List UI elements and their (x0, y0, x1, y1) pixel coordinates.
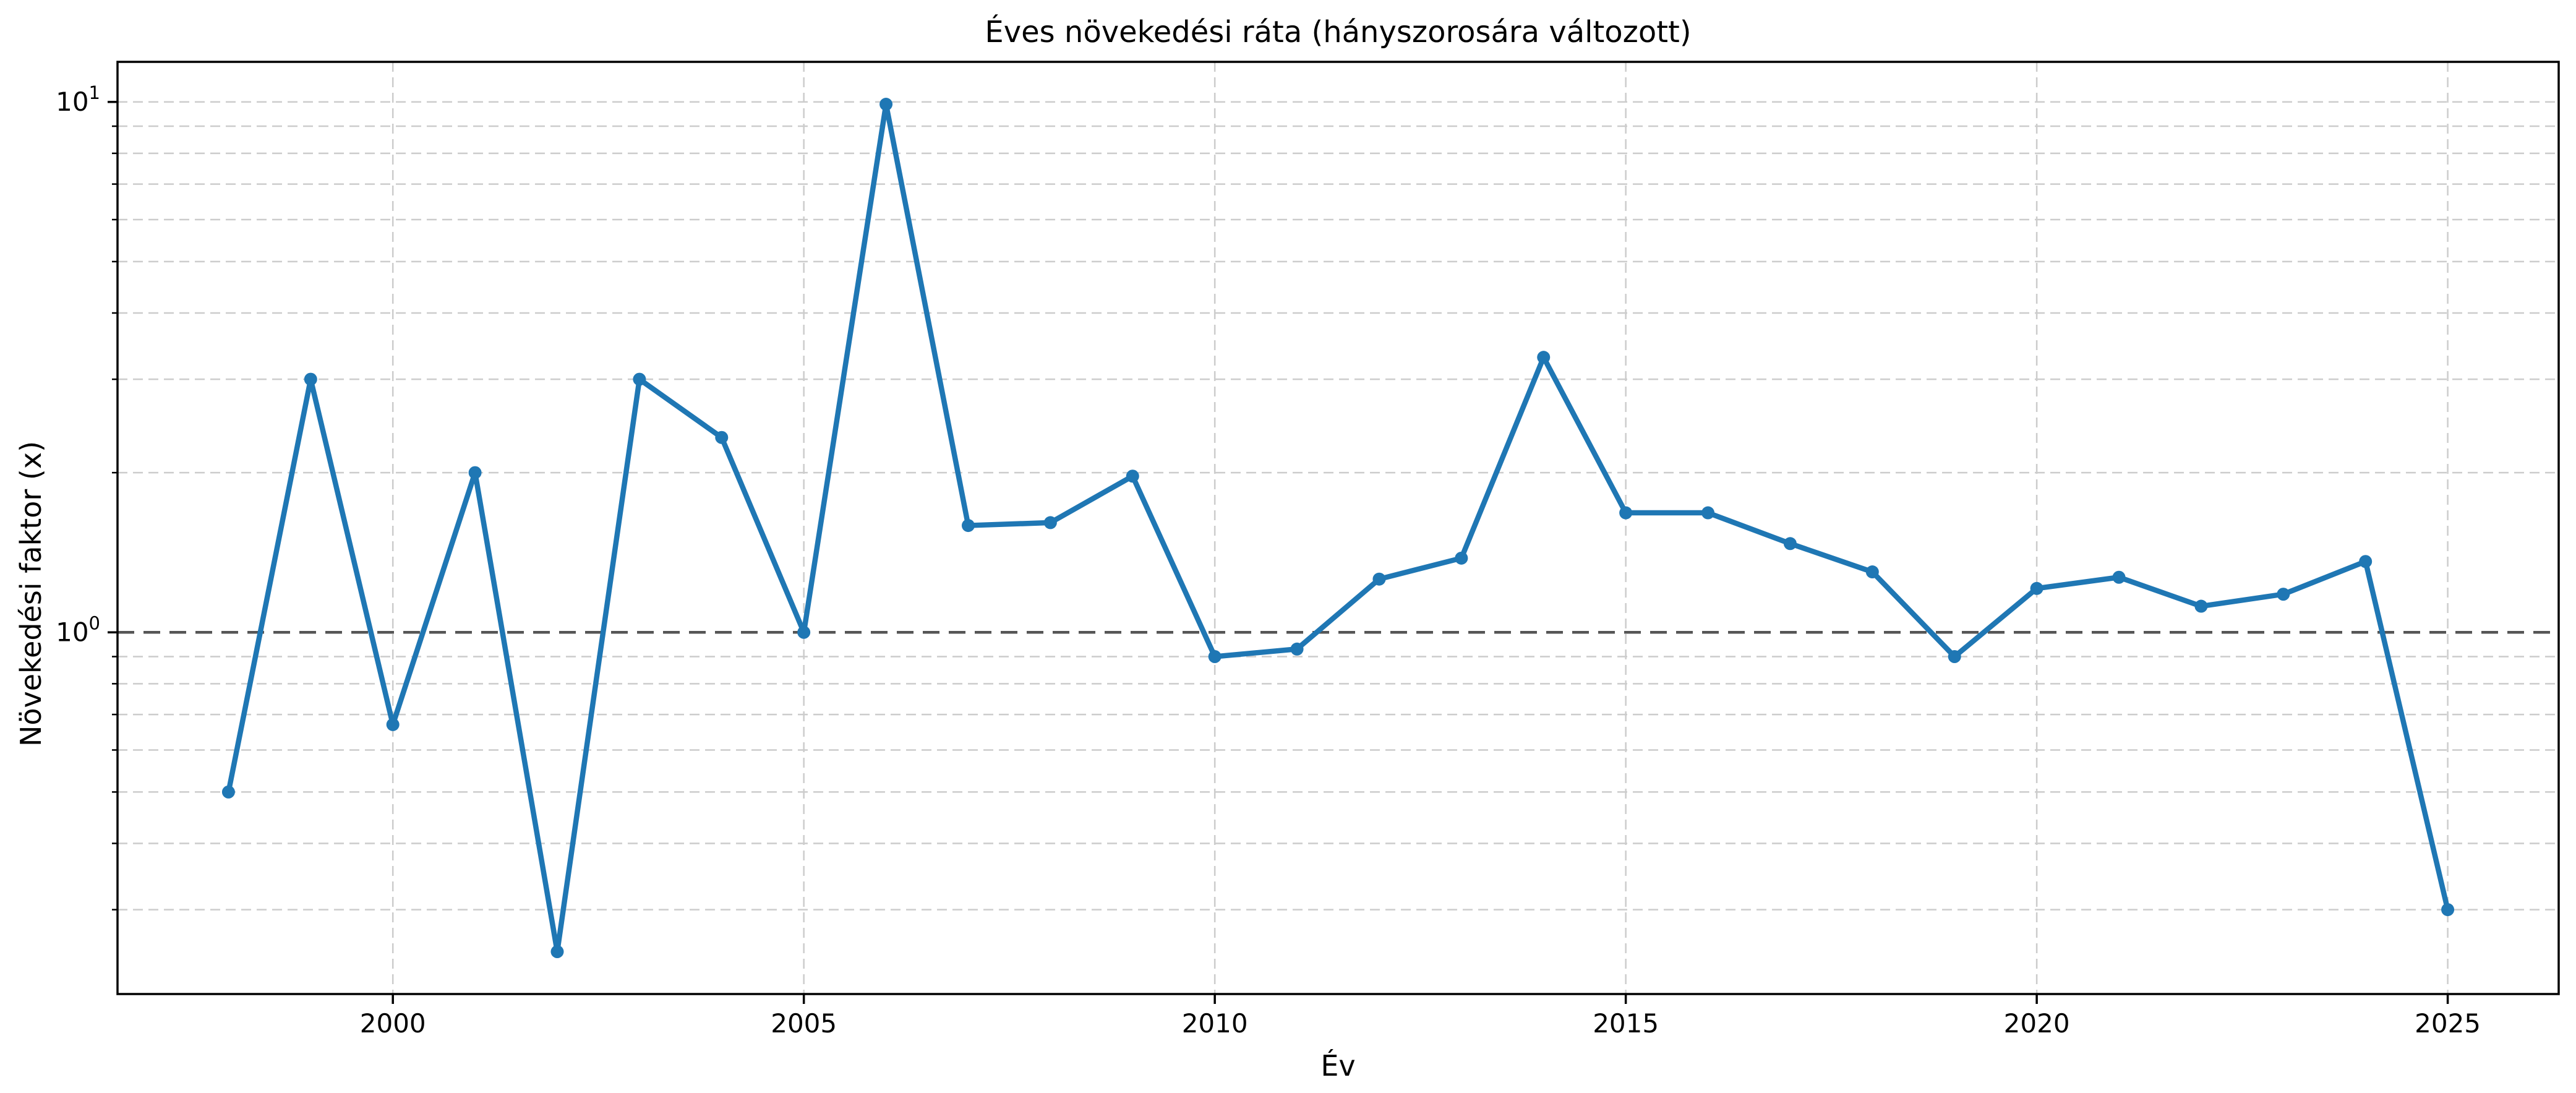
chart-title: Éves növekedési ráta (hányszorosára vált… (985, 15, 1692, 49)
data-point-2011 (1290, 642, 1304, 656)
data-point-2016 (1701, 506, 1715, 520)
data-point-2022 (2194, 599, 2208, 613)
data-point-2018 (1865, 565, 1879, 579)
data-point-1999 (304, 372, 317, 386)
x-tick-label: 2025 (2415, 1008, 2481, 1039)
data-point-2005 (797, 625, 811, 639)
data-point-2025 (2441, 903, 2455, 917)
x-tick-label: 2005 (771, 1008, 837, 1039)
data-point-2001 (468, 466, 482, 479)
data-point-2013 (1455, 551, 1468, 565)
data-point-2004 (715, 431, 729, 444)
data-point-2002 (550, 945, 564, 959)
data-point-2000 (386, 718, 400, 731)
data-point-2024 (2359, 555, 2373, 568)
x-tick-label: 2015 (1593, 1008, 1659, 1039)
data-point-2006 (879, 98, 893, 111)
data-point-2008 (1043, 516, 1057, 529)
data-point-2021 (2112, 570, 2126, 584)
x-tick-label: 2010 (1182, 1008, 1248, 1039)
data-point-2020 (2030, 581, 2043, 595)
y-tick-label: 100 (56, 612, 100, 647)
data-point-1998 (221, 785, 235, 799)
y-tick-label: 101 (56, 82, 100, 117)
y-axis-label: Növekedési faktor (x) (14, 440, 48, 747)
data-point-2010 (1208, 649, 1222, 663)
data-point-2007 (961, 519, 975, 533)
x-tick-label: 2000 (360, 1008, 426, 1039)
x-axis-label: Év (1320, 1049, 1356, 1082)
data-point-2017 (1783, 537, 1797, 551)
data-point-2015 (1619, 506, 1633, 520)
data-point-2023 (2277, 588, 2290, 601)
plot-border (116, 61, 2560, 995)
x-tick-label: 2020 (2004, 1008, 2070, 1039)
data-point-2003 (633, 372, 646, 386)
data-point-2014 (1537, 351, 1551, 364)
data-point-2009 (1126, 469, 1139, 483)
data-point-2012 (1372, 572, 1386, 586)
data-point-2019 (1948, 649, 1961, 663)
series-line (226, 101, 2450, 954)
